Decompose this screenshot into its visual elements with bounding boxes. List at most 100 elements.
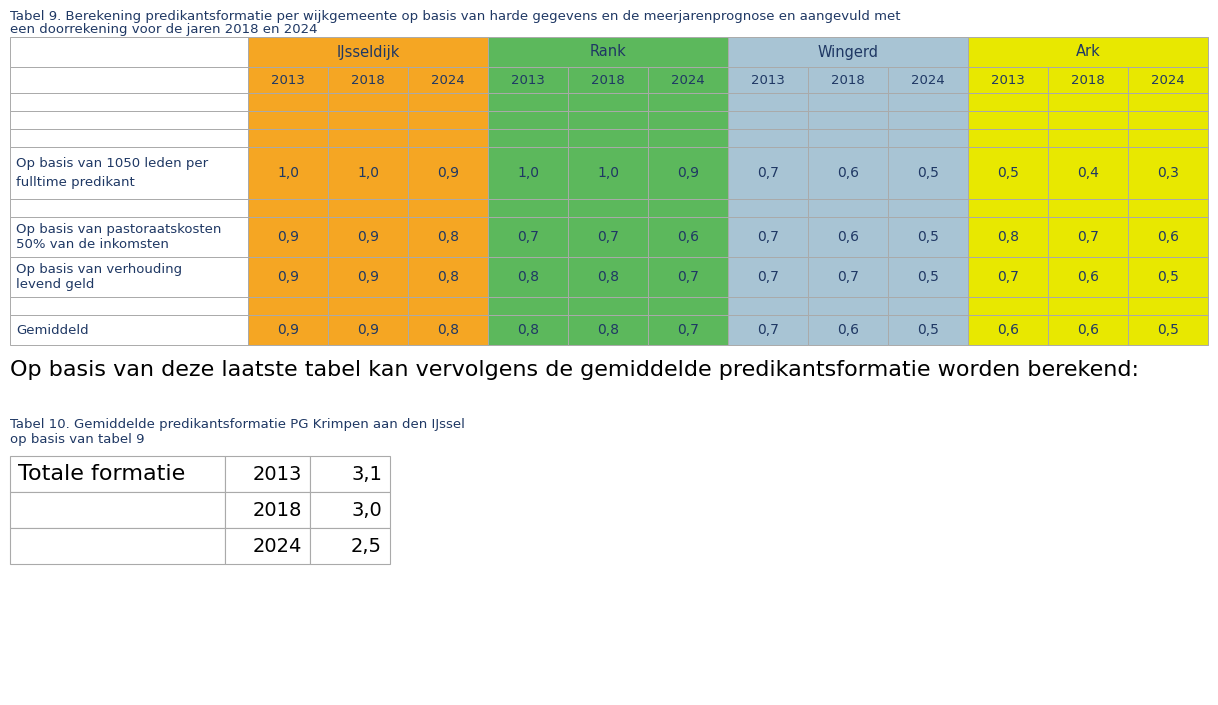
Bar — [10, 297, 248, 315]
Bar — [488, 147, 568, 199]
Bar — [488, 217, 568, 257]
Text: 2018: 2018 — [252, 501, 302, 520]
Bar — [968, 93, 1047, 111]
Bar — [10, 93, 248, 111]
Bar — [10, 492, 225, 528]
Bar — [728, 315, 808, 345]
Bar — [408, 129, 488, 147]
Text: 0,3: 0,3 — [1157, 166, 1179, 180]
Bar — [888, 257, 968, 297]
Bar — [888, 67, 968, 93]
Bar — [968, 129, 1047, 147]
Bar — [888, 199, 968, 217]
Text: 0,9: 0,9 — [357, 230, 379, 244]
Bar — [728, 129, 808, 147]
Text: 2018: 2018 — [591, 73, 625, 87]
Bar — [808, 111, 888, 129]
Text: 0,6: 0,6 — [998, 323, 1019, 337]
Text: 0,7: 0,7 — [597, 230, 619, 244]
Text: 0,9: 0,9 — [357, 270, 379, 284]
Text: 3,0: 3,0 — [351, 501, 382, 520]
Text: 0,8: 0,8 — [998, 230, 1019, 244]
Bar — [1047, 129, 1128, 147]
Bar — [968, 315, 1047, 345]
Bar — [968, 297, 1047, 315]
Bar — [488, 297, 568, 315]
Text: 2024: 2024 — [1151, 73, 1185, 87]
Bar — [10, 37, 248, 67]
Text: 0,5: 0,5 — [1157, 323, 1179, 337]
Bar — [488, 67, 568, 93]
Bar — [488, 257, 568, 297]
Bar — [648, 217, 728, 257]
Text: 0,5: 0,5 — [1157, 270, 1179, 284]
Bar — [968, 37, 1208, 67]
Text: 2024: 2024 — [671, 73, 705, 87]
Text: 0,5: 0,5 — [917, 166, 939, 180]
Bar — [1047, 67, 1128, 93]
Bar — [10, 315, 248, 345]
Text: 0,7: 0,7 — [758, 230, 780, 244]
Bar — [648, 257, 728, 297]
Text: 0,5: 0,5 — [917, 270, 939, 284]
Bar — [10, 257, 248, 297]
Bar — [311, 492, 390, 528]
Bar — [408, 67, 488, 93]
Bar — [10, 217, 248, 257]
Bar — [328, 217, 408, 257]
Text: 0,8: 0,8 — [437, 270, 459, 284]
Bar — [328, 257, 408, 297]
Bar — [1047, 199, 1128, 217]
Bar — [10, 111, 248, 129]
Text: Wingerd: Wingerd — [817, 44, 878, 59]
Text: Totale formatie: Totale formatie — [18, 464, 185, 484]
Text: 0,8: 0,8 — [597, 323, 619, 337]
Text: 2024: 2024 — [431, 73, 465, 87]
Text: 0,9: 0,9 — [677, 166, 699, 180]
Bar — [408, 217, 488, 257]
Text: Op basis van deze laatste tabel kan vervolgens de gemiddelde predikantsformatie : Op basis van deze laatste tabel kan verv… — [10, 360, 1139, 380]
Bar — [728, 217, 808, 257]
Text: levend geld: levend geld — [16, 278, 94, 290]
Bar — [1047, 297, 1128, 315]
Bar — [1128, 147, 1208, 199]
Text: 0,7: 0,7 — [998, 270, 1019, 284]
Bar — [568, 297, 648, 315]
Text: 1,0: 1,0 — [597, 166, 619, 180]
Bar — [10, 456, 225, 492]
Bar — [728, 37, 968, 67]
Bar — [728, 199, 808, 217]
Text: 0,7: 0,7 — [677, 323, 699, 337]
Bar — [648, 297, 728, 315]
Bar — [328, 67, 408, 93]
Text: 0,9: 0,9 — [276, 270, 298, 284]
Text: 2013: 2013 — [252, 465, 302, 484]
Text: 2013: 2013 — [512, 73, 544, 87]
Bar — [248, 37, 488, 67]
Bar — [648, 147, 728, 199]
Bar — [968, 147, 1047, 199]
Text: 0,7: 0,7 — [1077, 230, 1099, 244]
Bar — [248, 67, 328, 93]
Text: 0,5: 0,5 — [917, 230, 939, 244]
Bar — [1128, 129, 1208, 147]
Bar — [888, 129, 968, 147]
Text: 0,8: 0,8 — [437, 230, 459, 244]
Bar — [248, 257, 328, 297]
Text: 50% van de inkomsten: 50% van de inkomsten — [16, 238, 169, 251]
Bar — [808, 93, 888, 111]
Text: 0,6: 0,6 — [677, 230, 699, 244]
Bar — [10, 67, 248, 93]
Text: 2018: 2018 — [1071, 73, 1105, 87]
Bar — [888, 217, 968, 257]
Bar — [808, 67, 888, 93]
Bar — [1047, 111, 1128, 129]
Bar — [10, 528, 225, 564]
Bar — [968, 257, 1047, 297]
Bar — [1128, 199, 1208, 217]
Bar — [408, 315, 488, 345]
Bar — [1128, 297, 1208, 315]
Bar — [408, 93, 488, 111]
Text: 2018: 2018 — [831, 73, 865, 87]
Bar — [248, 93, 328, 111]
